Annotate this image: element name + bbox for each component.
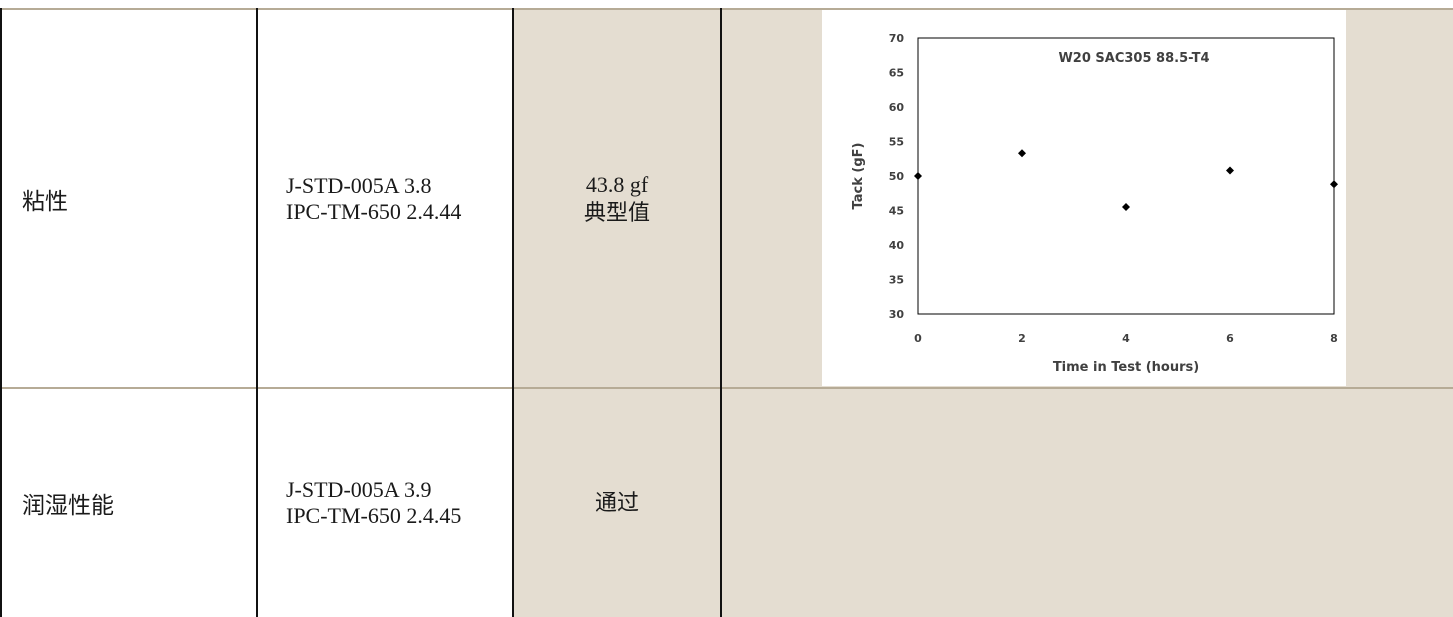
data-points [914, 149, 1338, 212]
chart-title: W20 SAC305 88.5-T4 [1058, 51, 1209, 66]
data-point [1122, 203, 1130, 212]
y-tick-label: 60 [889, 101, 905, 114]
y-tick-label: 30 [889, 308, 905, 321]
property-label: 润湿性能 [22, 493, 114, 518]
result-cell: 43.8 gf 典型值 [514, 10, 720, 387]
data-point [914, 172, 922, 180]
method-line: IPC-TM-650 2.4.44 [286, 198, 462, 224]
result-value: 通过 [594, 490, 639, 515]
x-tick-label: 0 [914, 332, 922, 345]
result-note: 典型值 [583, 199, 650, 225]
y-tick-label: 65 [889, 67, 904, 80]
x-tick-label: 2 [1018, 332, 1026, 345]
x-tick-label: 8 [1330, 332, 1338, 345]
table-top-rule [0, 8, 1453, 10]
method-line: IPC-TM-650 2.4.45 [286, 503, 462, 528]
method-cell: J-STD-005A 3.8 IPC-TM-650 2.4.44 [258, 10, 512, 387]
method-cell: J-STD-005A 3.9 IPC-TM-650 2.4.45 [258, 389, 512, 617]
empty-cell [722, 389, 1453, 617]
column-divider [512, 8, 514, 617]
column-divider [720, 8, 722, 617]
tack-chart: W20 SAC305 88.5-T4 Time in Test (hours) … [822, 10, 1346, 386]
plot-frame [917, 37, 1335, 315]
y-tick-label: 55 [889, 136, 904, 149]
data-point [1226, 166, 1234, 175]
method-line: J-STD-005A 3.8 [286, 172, 432, 198]
y-tick-label: 35 [889, 274, 904, 287]
property-cell: 粘性 [2, 10, 257, 387]
y-axis-label: Tack (gF) [851, 143, 866, 210]
result-value: 43.8 gf [585, 171, 649, 197]
property-cell: 润湿性能 [2, 389, 257, 617]
y-tick-label: 40 [889, 239, 905, 252]
data-point [1018, 149, 1026, 158]
data-point [1330, 180, 1338, 189]
tack-chart-svg: W20 SAC305 88.5-T4 Time in Test (hours) … [851, 32, 1338, 375]
table-row-divider [0, 387, 1453, 389]
x-tick-label: 4 [1122, 332, 1130, 345]
x-tick-label: 6 [1226, 332, 1234, 345]
y-tick-labels: 30 35 40 45 50 55 60 65 70 [889, 32, 905, 321]
method-line: J-STD-005A 3.9 [286, 477, 432, 502]
result-cell: 通过 [514, 389, 720, 617]
x-axis-label: Time in Test (hours) [1053, 360, 1199, 375]
y-tick-label: 50 [889, 170, 905, 183]
column-divider [256, 8, 258, 617]
y-tick-label: 45 [889, 205, 904, 218]
property-label: 粘性 [22, 188, 68, 214]
x-tick-labels: 0 2 4 6 8 [914, 332, 1338, 345]
column-divider [0, 8, 2, 617]
y-tick-label: 70 [889, 32, 905, 45]
